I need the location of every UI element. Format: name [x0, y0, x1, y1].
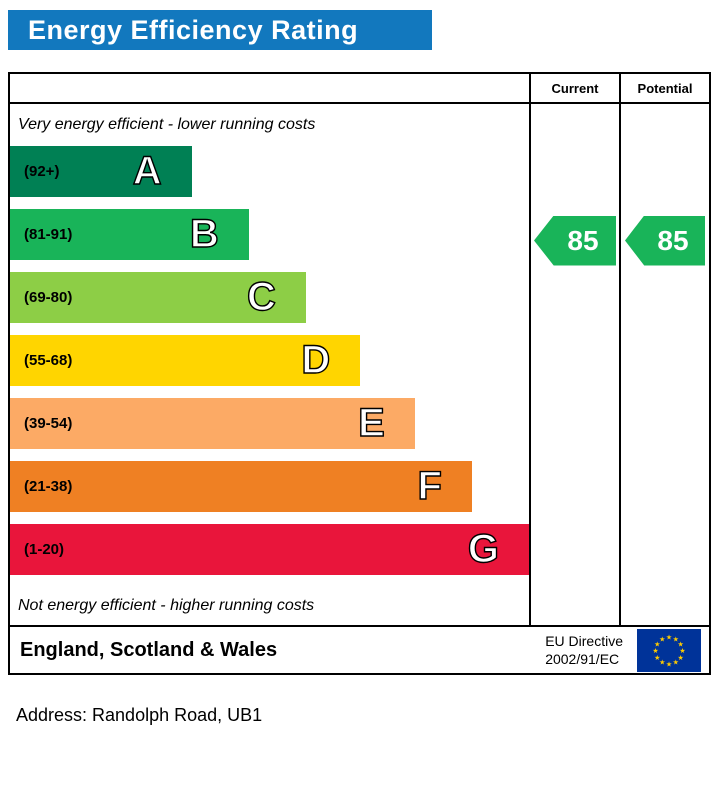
potential-arrow-row-d: [621, 335, 709, 398]
current-arrow-row-a: [531, 146, 619, 209]
eu-flag-star: ★: [673, 635, 679, 643]
band-letter: G: [467, 526, 500, 571]
band-bar-a: (92+) A: [10, 146, 192, 197]
band-list: (92+) A (81-91) B (69-80) C (55-68) D (39-54) E (2…: [10, 146, 529, 587]
eu-flag-star: ★: [654, 653, 660, 661]
eu-flag-star: ★: [678, 653, 684, 661]
eu-flag-star: ★: [652, 647, 658, 655]
bottom-note: Not energy efficient - higher running co…: [18, 597, 315, 614]
current-arrow-row-f: [531, 461, 619, 524]
page-title: Energy Efficiency Rating: [28, 14, 359, 45]
band-range-label: (1-20): [24, 541, 65, 558]
band-bar-e: (39-54) E: [10, 398, 415, 449]
eu-flag-star: ★: [654, 640, 660, 648]
current-arrow-row-g: [531, 524, 619, 587]
band-row-d: (55-68) D: [10, 335, 529, 398]
band-bar-b: (81-91) B: [10, 209, 249, 260]
eu-flag-star: ★: [673, 658, 679, 666]
eu-flag-star: ★: [659, 658, 665, 666]
band-range-label: (39-54): [24, 415, 73, 432]
title-bar: Energy Efficiency Rating: [8, 10, 432, 50]
potential-arrow-row-f: [621, 461, 709, 524]
epc-page: Energy Efficiency Rating Very energy eff…: [8, 10, 711, 725]
footer-right-group: EU Directive 2002/91/EC ★ ★ ★ ★ ★ ★ ★ ★ ★ ★ ★ ★: [545, 628, 701, 672]
potential-arrow-row-e: [621, 398, 709, 461]
current-column-header: Current: [531, 74, 619, 104]
band-range-label: (81-91): [24, 226, 73, 243]
band-letter: C: [246, 274, 276, 319]
band-bar-f: (21-38) F: [10, 461, 472, 512]
potential-arrow-row-c: [621, 272, 709, 335]
potential-arrow-row-g: [621, 524, 709, 587]
eu-directive-line1: EU Directive: [545, 632, 623, 649]
current-arrow-row-b: 85: [531, 209, 619, 272]
band-letter: D: [301, 337, 331, 382]
current-arrow-row-d: [531, 335, 619, 398]
eu-directive-line2: 2002/91/EC: [545, 651, 620, 667]
top-note: Very energy efficient - lower running co…: [18, 116, 316, 133]
chart-main-row: Very energy efficient - lower running co…: [10, 74, 709, 625]
epc-chart-frame: Very energy efficient - lower running co…: [8, 72, 711, 675]
current-rating-arrow: 85: [534, 215, 616, 266]
current-column-rows: 85: [531, 146, 619, 587]
potential-column: Potential 85: [621, 74, 709, 625]
current-column: Current 85: [531, 74, 621, 625]
bands-column: Very energy efficient - lower running co…: [10, 74, 531, 625]
potential-column-header: Potential: [621, 74, 709, 104]
eu-flag-star: ★: [666, 660, 672, 668]
band-row-f: (21-38) F: [10, 461, 529, 524]
potential-column-rows: 85: [621, 146, 709, 587]
potential-column-spacer: [621, 104, 709, 146]
eu-directive-text: EU Directive 2002/91/EC: [545, 632, 623, 668]
band-range-label: (55-68): [24, 352, 73, 369]
band-row-a: (92+) A: [10, 146, 529, 209]
eu-flag-star: ★: [666, 633, 672, 641]
band-letter: E: [357, 400, 385, 445]
current-arrow-row-c: [531, 272, 619, 335]
address-line: Address: Randolph Road, UB1: [16, 705, 263, 725]
band-letter: A: [132, 148, 162, 193]
band-range-label: (92+): [24, 163, 60, 180]
eu-flag-icon: ★ ★★★★★★★★★★★: [637, 628, 701, 672]
band-row-b: (81-91) B: [10, 209, 529, 272]
band-letter: F: [417, 463, 443, 508]
band-range-label: (69-80): [24, 289, 73, 306]
potential-rating-arrow: 85: [625, 215, 705, 266]
band-bar-g: (1-20) G: [10, 524, 529, 575]
bands-column-header: [10, 74, 529, 104]
current-column-spacer: [531, 104, 619, 146]
band-bar-c: (69-80) C: [10, 272, 306, 323]
band-row-g: (1-20) G: [10, 524, 529, 587]
band-bar-d: (55-68) D: [10, 335, 361, 386]
band-row-e: (39-54) E: [10, 398, 529, 461]
current-arrow-row-e: [531, 398, 619, 461]
band-row-c: (69-80) C: [10, 272, 529, 335]
potential-arrow-row-b: 85: [621, 209, 709, 272]
eu-flag-star: ★: [679, 647, 685, 655]
eu-flag-star: ★: [678, 640, 684, 648]
band-letter: B: [189, 211, 219, 256]
footer-row: England, Scotland & Wales EU Directive 2…: [10, 625, 709, 673]
band-range-label: (21-38): [24, 478, 73, 495]
potential-arrow-row-a: [621, 146, 709, 209]
eu-flag-star: ★: [659, 635, 665, 643]
footer-region-label: England, Scotland & Wales: [20, 638, 278, 661]
